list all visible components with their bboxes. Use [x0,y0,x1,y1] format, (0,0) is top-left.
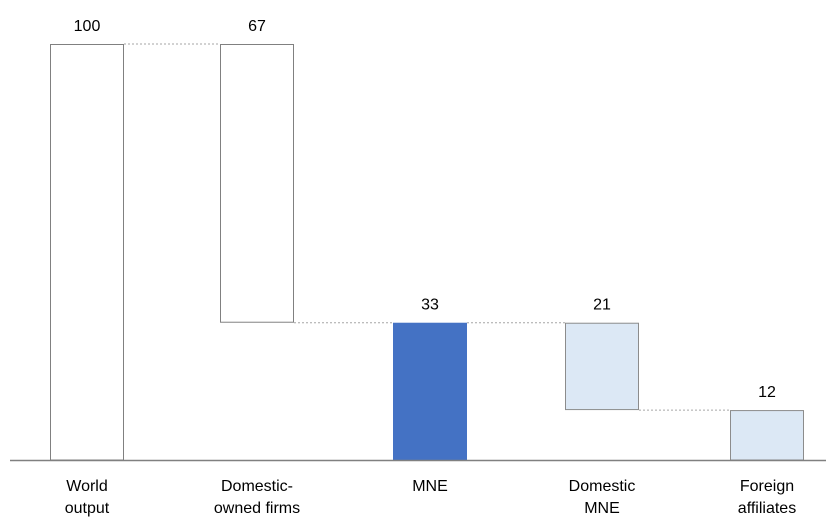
category-label-4: Domestic MNE [569,478,636,517]
bar-2 [220,44,294,323]
category-label-3: MNE [412,478,448,495]
category-label-line: MNE [584,500,620,517]
category-label-line: output [65,500,110,517]
category-label-1: World output [65,478,110,517]
category-label-5: Foreign affiliates [738,478,796,517]
bar-1 [50,44,124,461]
category-label-line: World [66,478,108,495]
connectors-layer [124,43,730,411]
bar-3 [393,322,467,461]
value-labels-layer: 100 67 33 21 12 [74,18,776,401]
bars-layer [50,44,804,461]
category-label-line: MNE [412,478,448,495]
category-label-line: affiliates [738,500,796,517]
category-label-line: Domestic- [221,478,293,495]
category-label-2: Domestic-owned firms [214,478,300,517]
bar-5 [730,410,804,461]
bar-4 [565,322,639,411]
value-label-2: 67 [248,18,266,35]
value-label-4: 21 [593,297,611,314]
category-label-line: Domestic [569,478,636,495]
value-label-1: 100 [74,18,101,35]
value-label-5: 12 [758,384,776,401]
value-label-3: 33 [421,297,439,314]
category-label-line: owned firms [214,500,300,517]
category-label-line: Foreign [740,478,794,495]
